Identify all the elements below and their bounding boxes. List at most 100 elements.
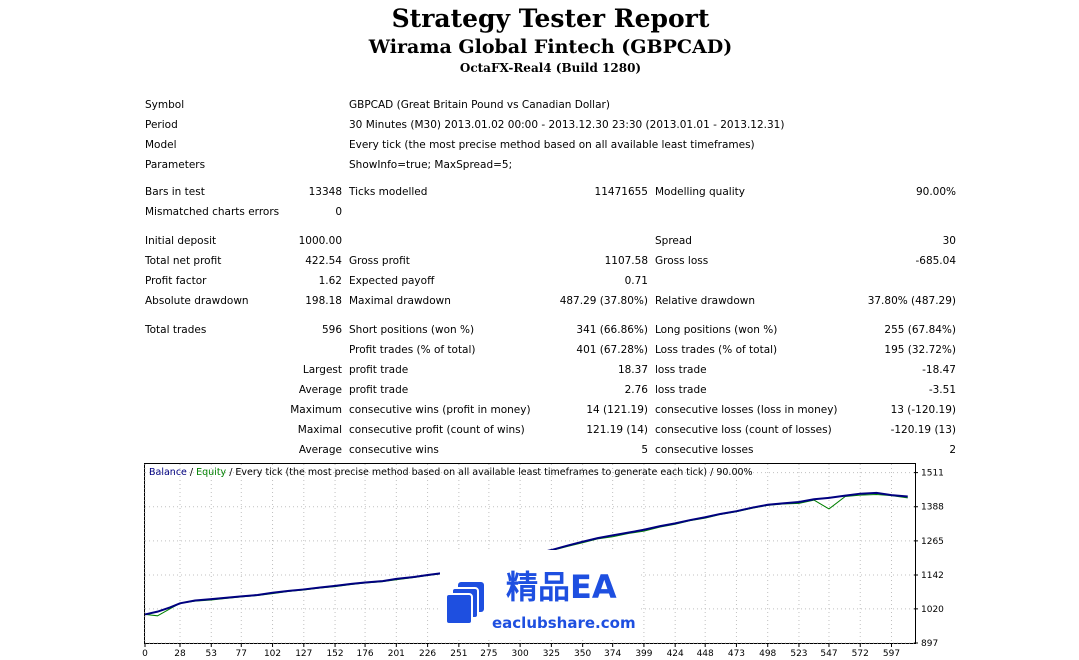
losstrades-label: Loss trades (% of total) [655,344,778,356]
ticks-label: Ticks modelled [349,186,428,198]
legend-balance: Balance [149,467,187,478]
payoff-value: 0.71 [624,275,648,287]
parameters-label: Parameters [145,159,206,171]
avg-wins-label: consecutive wins [349,444,439,456]
losstrades-value: 195 (32.72%) [884,344,956,356]
period-value: 30 Minutes (M30) 2013.01.02 00:00 - 2013… [349,119,785,131]
x-tick-label: 0 [142,649,148,659]
profittrades-value: 401 (67.28%) [576,344,648,356]
parameters-value: ShowInfo=true; MaxSpread=5; [349,159,513,171]
grossloss-value: -685.04 [915,255,956,267]
x-tick-label: 152 [326,649,343,659]
x-tick-label: 498 [759,649,776,659]
average-profit-value: 2.76 [624,384,648,396]
y-tick-label: 1265 [921,537,944,547]
x-tick-label: 350 [574,649,591,659]
x-tick-label: 127 [295,649,312,659]
largest-label: Largest [302,364,342,376]
mismatch-label: Mismatched charts errors [145,206,280,218]
x-tick-label: 275 [480,649,497,659]
mismatch-value: 0 [335,206,342,218]
largest-loss-label: loss trade [655,364,707,376]
model-value: Every tick (the most precise method base… [349,139,755,151]
x-tick-label: 201 [388,649,405,659]
absdd-value: 198.18 [305,295,342,307]
reldd-value: 37.80% (487.29) [867,295,956,307]
maxdd-label: Maximal drawdown [349,295,451,307]
watermark-logo-icon [445,582,484,625]
maximal-profit-value: 121.19 (14) [586,424,648,436]
x-tick-label: 473 [728,649,745,659]
max-wins-value: 14 (121.19) [586,404,648,416]
largest-profit-value: 18.37 [617,364,648,376]
legend-equity: Equity [196,467,227,478]
netprofit-label: Total net profit [145,255,222,267]
quality-label: Modelling quality [655,186,745,198]
spread-label: Spread [655,235,692,247]
average-loss-value: -3.51 [928,384,956,396]
x-tick-label: 523 [790,649,807,659]
x-tick-label: 547 [820,649,837,659]
short-value: 341 (66.86%) [576,324,648,336]
pf-value: 1.62 [318,275,342,287]
x-tick-label: 176 [356,649,373,659]
symbol-value: GBPCAD (Great Britain Pound vs Canadian … [349,99,610,111]
maximal-loss-label: consecutive loss (count of losses) [655,424,832,436]
average-loss-label: loss trade [655,384,707,396]
chart-x-axis: 0 28 53 77 102 127 152 176 201 226 251 275 300 325 350… [142,643,900,659]
report-title: Strategy Tester Report [391,4,710,33]
avg-losses-label: consecutive losses [655,444,754,456]
report-build: OctaFX-Real4 (Build 1280) [459,61,642,75]
x-tick-label: 102 [264,649,281,659]
x-tick-label: 251 [450,649,467,659]
x-tick-label: 300 [512,649,529,659]
quality-value: 90.00% [915,186,956,198]
x-tick-label: 424 [667,649,684,659]
reldd-label: Relative drawdown [655,295,756,307]
watermark-site: eaclubshare.com [492,614,636,632]
netprofit-value: 422.54 [305,255,342,267]
trades-label: Total trades [145,324,207,336]
period-label: Period [145,119,178,131]
spread-value: 30 [942,235,956,247]
average-label: Average [298,384,342,396]
x-tick-label: 399 [635,649,652,659]
avg-wins-value: 5 [641,444,648,456]
y-tick-label: 1020 [921,605,944,615]
chart-y-axis: 1511 1388 1265 1142 1020 897 [914,469,944,649]
watermark-brand: 精品EA [506,568,617,606]
y-tick-label: 1142 [921,571,944,581]
largest-loss-value: -18.47 [922,364,956,376]
chart-legend: Balance / Equity / Every tick (the most … [149,467,753,478]
payoff-label: Expected payoff [349,275,435,287]
max-losses-label: consecutive losses (loss in money) [655,404,838,416]
deposit-label: Initial deposit [145,235,217,247]
x-tick-label: 226 [419,649,436,659]
long-value: 255 (67.84%) [884,324,956,336]
x-tick-label: 597 [883,649,900,659]
average-profit-label: profit trade [349,384,409,396]
symbol-label: Symbol [145,99,185,111]
pf-label: Profit factor [145,275,207,287]
chart-grid [144,464,914,644]
max-wins-label: consecutive wins (profit in money) [349,404,531,416]
maximal-label: Maximal [297,424,342,436]
x-tick-label: 28 [174,649,186,659]
avg2-label: Average [298,444,342,456]
x-tick-label: 448 [697,649,714,659]
maximal-loss-value: -120.19 (13) [890,424,956,436]
max-losses-value: 13 (-120.19) [890,404,956,416]
model-label: Model [145,139,177,151]
profittrades-label: Profit trades (% of total) [349,344,476,356]
x-tick-label: 53 [206,649,217,659]
avg-losses-value: 2 [949,444,956,456]
absdd-label: Absolute drawdown [145,295,249,307]
maximal-profit-label: consecutive profit (count of wins) [349,424,525,436]
grossprofit-value: 1107.58 [604,255,648,267]
long-label: Long positions (won %) [655,324,778,336]
legend-sep: / [186,467,197,478]
y-tick-label: 1511 [921,469,944,479]
short-label: Short positions (won %) [349,324,475,336]
deposit-value: 1000.00 [298,235,342,247]
bars-label: Bars in test [145,186,205,198]
